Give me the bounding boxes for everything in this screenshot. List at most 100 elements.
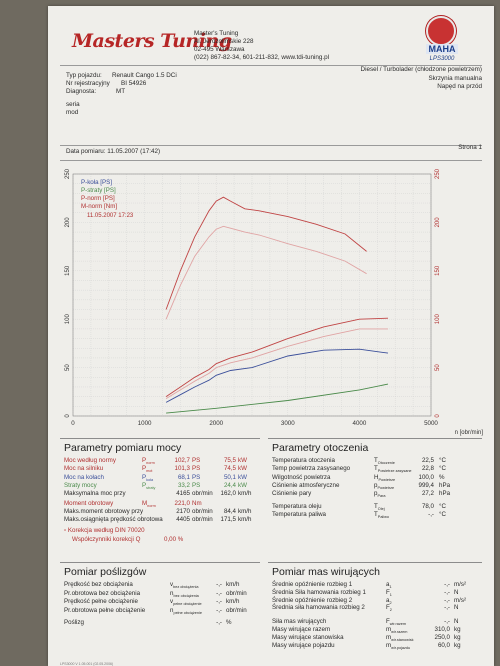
mass-row: Siła mas wirujących Fwir.razem -,- N bbox=[268, 618, 482, 626]
drive-type: Napęd na przód bbox=[437, 83, 482, 90]
mass-label: Siła mas wirujących bbox=[272, 618, 327, 626]
ambient-rows: Temperatura otoczenia TOtoczenie 22,5 °C Tem… bbox=[268, 457, 482, 557]
params-symbol: Pnorm bbox=[142, 457, 155, 466]
slip-title: Pomiar poślizgów bbox=[64, 566, 147, 578]
params-unit1: PS bbox=[192, 481, 201, 489]
symbol-subscript: Para bbox=[377, 494, 386, 499]
ambient-unit: % bbox=[439, 473, 445, 481]
vehicle-reg-label: Nr rejestracyjny bbox=[66, 80, 110, 87]
mass-symbol: F1 bbox=[386, 588, 392, 598]
slip-value: -,- bbox=[216, 581, 222, 588]
diagnosta-label: Diagnosta: bbox=[66, 88, 97, 95]
series-line bbox=[165, 225, 367, 320]
symbol-subscript: Otoczenie bbox=[377, 461, 395, 466]
mass-symbol: mwir.razem bbox=[386, 626, 408, 635]
params-section: Parametry pomiaru mocy Moc według normy P… bbox=[60, 438, 260, 558]
ambient-symbol: HPowietrze bbox=[374, 473, 396, 482]
params-value1: 102,7 bbox=[174, 457, 190, 464]
ambient-symbol: TOtoczenie bbox=[374, 457, 395, 466]
page-number: Strona 1 bbox=[458, 144, 482, 151]
ambient-unit: °C bbox=[439, 465, 446, 473]
slip-label: Prędkość pełne obciążenie bbox=[64, 598, 138, 605]
params-row: Moc na kołach Pkoła 68,1 PS 50,1 kW bbox=[60, 474, 260, 482]
mass-row: Masy wirujące pojazdu mwir.pojazdu 60,0 kg bbox=[268, 642, 482, 650]
ambient-unit: hPa bbox=[439, 490, 451, 498]
y-left-tick-label: 250 bbox=[65, 168, 71, 179]
ambient-label: Ciśnienie pary bbox=[272, 490, 312, 498]
params-unit1: obr/min bbox=[192, 507, 213, 515]
series-line bbox=[165, 348, 389, 403]
slip-value: -,- bbox=[216, 598, 222, 605]
ambient-row: Ciśnienie pary pPara 27,2 hPa bbox=[268, 490, 482, 498]
mass-row: Masy wirujące razem mwir.razem 310,0 kg bbox=[268, 626, 482, 634]
symbol-subscript: 1 bbox=[389, 593, 392, 598]
params-value1: 68,1 bbox=[177, 473, 190, 481]
slip-value: -,- bbox=[216, 606, 222, 614]
ambient-value: 999,4 bbox=[418, 481, 434, 489]
legend-entry: M-norm [Nm] bbox=[81, 203, 117, 210]
x-tick-label: 4000 bbox=[353, 420, 367, 427]
mass-label: Średnie opóźnienie rozbieg 1 bbox=[272, 581, 353, 588]
y-right-tick-label: 250 bbox=[435, 168, 441, 179]
x-tick-label: 0 bbox=[71, 420, 75, 427]
params-symbol: Pmot bbox=[142, 465, 153, 474]
slip-value: -,- bbox=[216, 619, 222, 626]
plot-frame bbox=[72, 173, 432, 417]
slip-unit: obr/min bbox=[226, 589, 247, 597]
symbol-subscript: norm bbox=[147, 503, 156, 508]
params-unit1: Nm bbox=[192, 499, 202, 507]
ambient-unit: °C bbox=[439, 457, 446, 464]
mass-value: -,- bbox=[444, 588, 450, 596]
params-unit1: obr/min bbox=[192, 490, 213, 498]
ambient-value: 27,2 bbox=[421, 490, 434, 498]
slip-unit: obr/min bbox=[226, 606, 247, 614]
mass-symbol: F2 bbox=[386, 604, 392, 613]
y-right-tick-label: 200 bbox=[435, 217, 441, 228]
ambient-title: Parametry otoczenia bbox=[272, 442, 369, 454]
mass-unit: m/s² bbox=[454, 596, 467, 604]
fuel-type: Diesel / Turbolader (chłodzone powietrze… bbox=[360, 66, 482, 73]
symbol-subscript: bez obciążenia bbox=[173, 585, 199, 590]
params-label: Maks.osiągnięta prędkość obrotowa bbox=[64, 516, 163, 524]
measurement-date: Data pomiaru: 11.05.2007 (17:42) bbox=[66, 148, 161, 155]
params-value2: 74,5 bbox=[223, 465, 236, 473]
x-axis-label: n [obr/min] bbox=[455, 430, 484, 436]
symbol-subscript: 2 bbox=[389, 600, 392, 605]
params-unit1: obr/min bbox=[192, 516, 213, 524]
slip-symbol: vbez obciążenia bbox=[170, 581, 199, 590]
x-tick-label: 2000 bbox=[209, 420, 223, 427]
x-tick-label: 3000 bbox=[281, 420, 295, 427]
ambient-row: Temperatura otoczenia TOtoczenie 22,5 °C bbox=[268, 457, 482, 465]
legend-entry: P-straty [PS] bbox=[81, 187, 116, 194]
mass-symbol: mwir.pojazdu bbox=[386, 641, 411, 650]
maha-logo bbox=[426, 16, 456, 46]
params-unit2: kW bbox=[238, 473, 247, 481]
ambient-row: Wilgotność powietrza HPowietrze 100,0% bbox=[268, 474, 482, 482]
mass-unit: kg bbox=[454, 633, 461, 641]
ambient-row: Temperatura paliwa TPaliwo -,- °C bbox=[268, 511, 482, 519]
series-line bbox=[166, 383, 389, 414]
mass-row: Średnie opóźnienie rozbieg 1 a1 -,- m/s² bbox=[268, 581, 482, 589]
params-value1: 101,3 bbox=[174, 465, 190, 473]
symbol-subscript: mot bbox=[146, 469, 153, 474]
diagnosta-value: MT bbox=[116, 88, 126, 95]
ambient-symbol: TPaliwo bbox=[374, 510, 389, 520]
y-left-tick-label: 50 bbox=[65, 364, 71, 371]
meta-divider-top bbox=[60, 145, 482, 146]
legend-entry: P-norm [PS] bbox=[81, 195, 115, 202]
params-row: Moc na silniku Pmot 101,3 PS 74,5 kW bbox=[60, 465, 260, 473]
mass-symbol: mwir.stanowisk bbox=[386, 633, 414, 643]
mass-unit: N bbox=[454, 604, 459, 612]
params-label: Moc na silniku bbox=[64, 465, 104, 473]
ambient-value: -,- bbox=[428, 510, 434, 518]
symbol-subscript: bez obciążenia bbox=[173, 593, 199, 598]
symbol-subscript: wir.pojazdu bbox=[391, 645, 411, 650]
ambient-value: 78,0 bbox=[421, 502, 434, 510]
correction-row: ▫ Korekcja według DIN 70020 bbox=[60, 527, 260, 535]
x-tick-label: 1000 bbox=[138, 420, 152, 427]
params-value1: 33,2 bbox=[177, 481, 190, 489]
footer-version: LPS3000 V 1.05.001 (02.05.2006) bbox=[60, 662, 114, 666]
mass-symbol: Fwir.razem bbox=[386, 618, 407, 627]
ambient-label: Ciśnienie atmosferyczne bbox=[272, 481, 340, 489]
y-right-tick-label: 150 bbox=[435, 265, 441, 276]
